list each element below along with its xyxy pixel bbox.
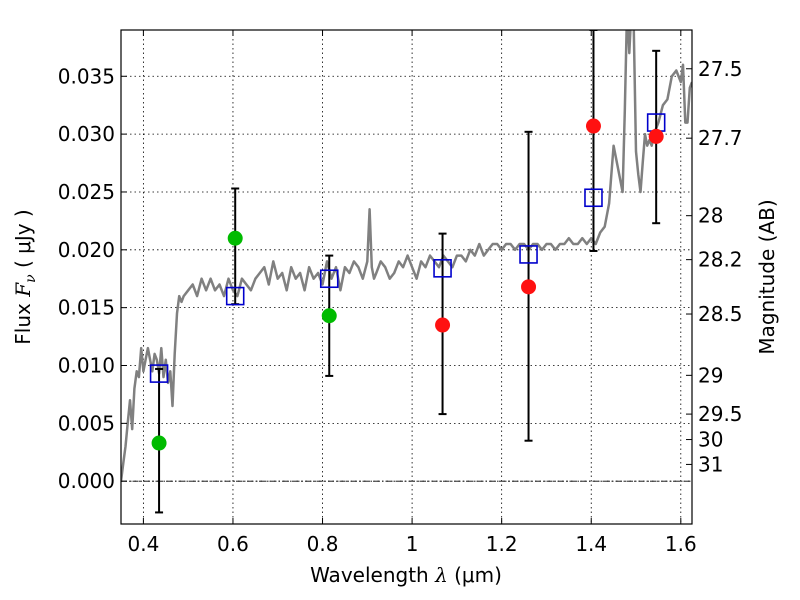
y-tick-label: 0.025 xyxy=(58,180,115,204)
magnitude-tick-label: 28.2 xyxy=(698,248,743,272)
tick-labels: 0.4 0.6 0.8 1 1.2 1.4 1.6 0.000 0.005 0.010 0.015 0… xyxy=(58,57,743,556)
x-tick-label: 1.6 xyxy=(665,532,697,556)
upper-limit-point xyxy=(585,118,601,134)
upper-limit-point xyxy=(521,279,537,295)
y-tick-label: 0.000 xyxy=(58,469,115,493)
magnitude-tick-label: 28.5 xyxy=(698,302,743,326)
detection-point xyxy=(227,230,243,246)
detection-point xyxy=(151,435,167,451)
magnitude-axis-label: Magnitude (AB) xyxy=(755,199,779,354)
y-axis-label: Flux Fν ( μJy ) xyxy=(11,209,39,344)
model-flux-square xyxy=(149,364,169,383)
magnitude-tick-label: 31 xyxy=(698,452,723,476)
detection-point xyxy=(321,308,337,324)
magnitude-tick-label: 29.5 xyxy=(698,402,743,426)
magnitude-tick-label: 30 xyxy=(698,428,723,452)
model-flux-square xyxy=(433,259,452,278)
x-tick-label: 1.2 xyxy=(486,532,518,556)
axis-ticks xyxy=(121,30,692,524)
y-tick-label: 0.020 xyxy=(58,238,115,262)
x-axis-label: Wavelength λ (μm) xyxy=(310,563,502,587)
model-bandpass-squares xyxy=(149,113,666,383)
magnitude-tick-label: 28 xyxy=(698,204,723,228)
magnitude-tick-label: 29 xyxy=(698,363,723,387)
model-flux-square xyxy=(519,245,538,264)
y-tick-label: 0.005 xyxy=(58,411,115,435)
y-tick-label: 0.010 xyxy=(58,354,115,378)
magnitude-tick-label: 27.7 xyxy=(698,126,743,150)
grid xyxy=(121,30,692,524)
x-tick-label: 0.6 xyxy=(217,532,249,556)
error-bars xyxy=(155,30,661,514)
y-tick-label: 0.030 xyxy=(58,122,115,146)
x-tick-label: 0.8 xyxy=(307,532,339,556)
model-sed-line xyxy=(121,30,692,482)
model-flux-square xyxy=(584,188,603,208)
x-tick-label: 0.4 xyxy=(127,532,159,556)
x-tick-label: 1.4 xyxy=(575,532,607,556)
plot-frame xyxy=(120,29,693,525)
model-flux-square xyxy=(319,269,339,289)
magnitude-tick-label: 27.5 xyxy=(698,57,743,81)
observed-points xyxy=(151,118,664,451)
model-flux-square xyxy=(225,286,245,306)
y-tick-label: 0.015 xyxy=(58,296,115,320)
y-tick-label: 0.035 xyxy=(58,64,115,88)
upper-limit-point xyxy=(435,317,451,333)
x-tick-label: 1 xyxy=(406,532,419,556)
upper-limit-point xyxy=(648,128,664,144)
